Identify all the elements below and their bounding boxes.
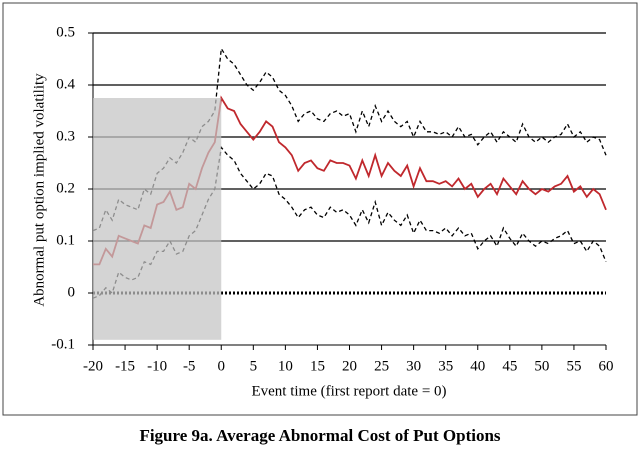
x-tick-label: 60 xyxy=(599,358,614,374)
x-tick-label: -5 xyxy=(183,358,196,374)
x-tick-label: 30 xyxy=(406,358,421,374)
frame xyxy=(2,2,638,416)
x-tick-label: 0 xyxy=(218,358,226,374)
x-tick-label: 45 xyxy=(502,358,517,374)
y-tick-label: 0 xyxy=(68,284,76,300)
y-tick-label: 0.5 xyxy=(56,24,75,40)
x-tick-label: 5 xyxy=(250,358,258,374)
y-tick-label: 0.4 xyxy=(56,76,75,92)
y-tick-label: -0.1 xyxy=(51,336,75,352)
x-tick-label: 25 xyxy=(374,358,389,374)
y-axis-label: Abnormal put option implied volatility xyxy=(31,73,47,307)
y-tick-label: 0.1 xyxy=(56,232,75,248)
x-axis-label: Event time (first report date = 0) xyxy=(251,383,446,399)
figure-caption: Figure 9a. Average Abnormal Cost of Put … xyxy=(139,426,500,445)
x-tick-label: 35 xyxy=(438,358,453,374)
x-tick-label: -10 xyxy=(147,358,167,374)
shaded-region xyxy=(93,98,222,340)
x-tick-label: 10 xyxy=(278,358,293,374)
x-tick-label: 50 xyxy=(534,358,549,374)
y-tick-label: 0.3 xyxy=(56,128,75,144)
series-line xyxy=(92,46,607,232)
x-tick-label: 20 xyxy=(342,358,357,374)
x-tick-label: 15 xyxy=(310,358,325,374)
x-tick-label: 40 xyxy=(470,358,485,374)
x-tick-label: -15 xyxy=(115,358,135,374)
y-tick-label: 0.2 xyxy=(56,180,75,196)
x-tick-label: -20 xyxy=(83,358,103,374)
x-tick-label: 55 xyxy=(566,358,581,374)
